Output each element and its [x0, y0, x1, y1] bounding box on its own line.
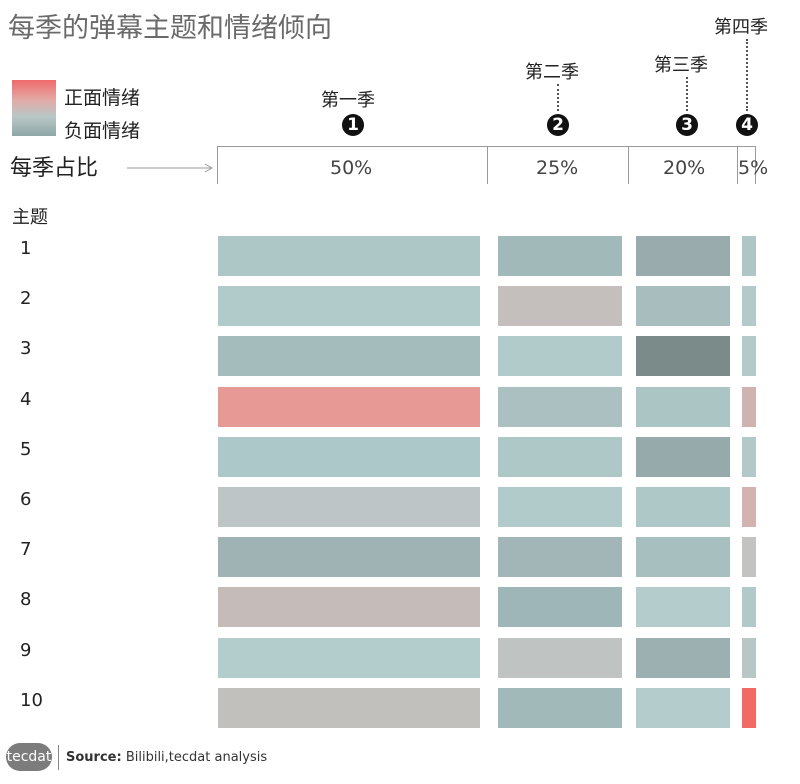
heatmap-cell	[218, 487, 480, 527]
heatmap-cell	[636, 436, 730, 477]
heatmap-cell	[742, 336, 756, 377]
heatmap-cell	[218, 587, 480, 628]
heatmap-cell	[742, 487, 756, 527]
heatmap-cell	[218, 286, 480, 327]
heatmap-cell	[636, 386, 730, 427]
share-label: 每季占比	[10, 156, 99, 181]
season-1-name: 第一季	[321, 90, 375, 111]
season-2-share: 25%	[536, 157, 579, 179]
heatmap-cell	[636, 637, 730, 678]
heatmap-cell	[498, 687, 622, 728]
share-axis-line	[217, 146, 755, 147]
heatmap-cell	[498, 436, 622, 477]
share-divider	[487, 146, 488, 184]
heatmap-cell	[218, 687, 480, 728]
heatmap-cell	[498, 587, 622, 628]
share-divider	[737, 146, 738, 184]
heatmap-cell	[636, 487, 730, 527]
topic-label: 8	[20, 589, 32, 611]
heatmap-cell	[636, 286, 730, 327]
heatmap-cell	[218, 436, 480, 477]
heatmap-cell	[498, 236, 622, 276]
tecdat-logo: tecdat	[6, 743, 52, 771]
season-4-share: 5%	[738, 157, 769, 179]
heatmap-cell	[218, 236, 480, 276]
source-line: Source: Bilibili,tecdat analysis	[66, 750, 267, 765]
heatmap-cell	[636, 236, 730, 276]
season-3-number: 3	[676, 114, 698, 136]
heatmap-cell	[742, 436, 756, 477]
topic-label: 5	[20, 438, 32, 460]
season-4-number: 4	[736, 114, 758, 136]
share-divider	[755, 146, 756, 184]
heatmap-cell	[636, 687, 730, 728]
heatmap-cell	[636, 336, 730, 377]
season-2-number: 2	[547, 114, 569, 136]
season-4-leader	[746, 39, 748, 111]
heatmap-cell	[218, 637, 480, 678]
season-1-number: 1	[342, 114, 364, 136]
share-divider	[217, 146, 218, 184]
season-3-share: 20%	[663, 157, 706, 179]
heatmap-cell	[636, 587, 730, 628]
heatmap-cell	[742, 687, 756, 728]
heatmap-cell	[498, 336, 622, 377]
source-text: Bilibili,tecdat analysis	[125, 750, 268, 765]
topic-label: 9	[20, 639, 32, 661]
chart-title: 每季的弹幕主题和情绪倾向	[8, 13, 332, 44]
heatmap-cell	[498, 487, 622, 527]
share-divider	[628, 146, 629, 184]
heatmap-cell	[498, 286, 622, 327]
topic-header: 主题	[12, 207, 48, 228]
season-3-leader	[686, 77, 688, 111]
season-3-name: 第三季	[654, 55, 708, 76]
heatmap-cell	[218, 336, 480, 377]
arrow-icon	[127, 163, 214, 173]
season-1-share: 50%	[330, 157, 373, 179]
heatmap-cell	[742, 637, 756, 678]
topic-label: 10	[20, 689, 43, 711]
heatmap-cell	[742, 587, 756, 628]
heatmap-cell	[498, 537, 622, 578]
source-label: Source:	[66, 750, 122, 765]
heatmap-cell	[218, 537, 480, 578]
heatmap-cell	[636, 537, 730, 578]
season-4-name: 第四季	[714, 17, 768, 38]
legend-gradient	[12, 80, 56, 136]
heatmap-cell	[498, 386, 622, 427]
season-2-leader	[557, 84, 559, 111]
heatmap-cell	[742, 537, 756, 578]
heatmap-cell	[742, 236, 756, 276]
heatmap-cell	[742, 386, 756, 427]
topic-label: 3	[20, 338, 32, 360]
heatmap-cell	[498, 637, 622, 678]
source-divider	[58, 745, 59, 770]
topic-label: 7	[20, 539, 32, 561]
legend-positive: 正面情绪	[64, 87, 141, 109]
topic-label: 2	[20, 288, 32, 310]
season-2-name: 第二季	[525, 62, 579, 83]
topic-label: 1	[20, 238, 32, 259]
heatmap-cell	[218, 386, 480, 427]
legend-negative: 负面情绪	[64, 120, 141, 142]
heatmap-cell	[742, 286, 756, 327]
topic-label: 6	[20, 489, 32, 510]
topic-label: 4	[20, 388, 32, 410]
